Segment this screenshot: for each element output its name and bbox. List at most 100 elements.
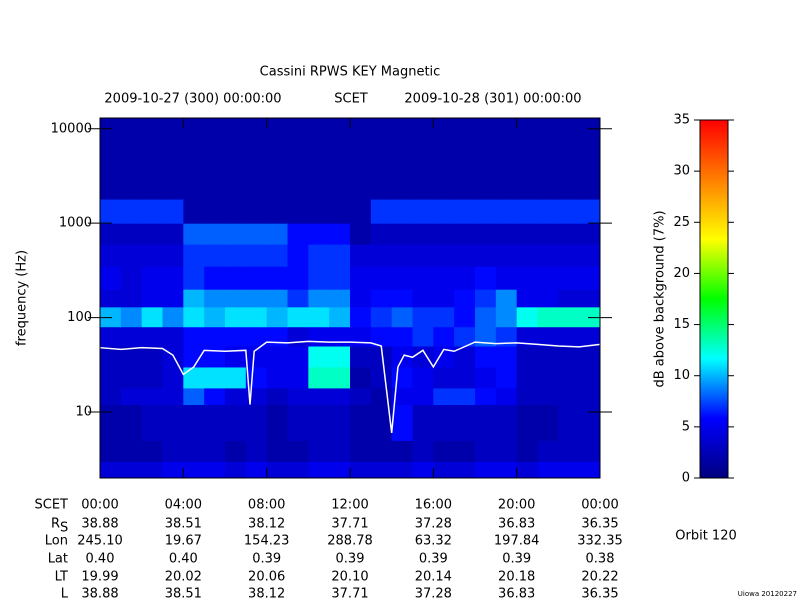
spectrogram-cell — [162, 199, 184, 224]
spectrogram-cell — [204, 440, 226, 462]
spectrogram-cell — [287, 404, 309, 441]
spectrogram-cell — [537, 306, 559, 328]
spectrogram-cell — [120, 346, 143, 368]
ephemeris-value: 20.02 — [165, 570, 202, 585]
spectrogram-cell — [495, 346, 518, 368]
ephemeris-label: Lat — [48, 552, 68, 567]
spectrogram-cell — [141, 289, 163, 308]
spectrogram-cell — [287, 266, 309, 290]
spectrogram-cell — [308, 306, 330, 328]
spectrogram-cell — [225, 404, 247, 441]
spectrogram-cell — [537, 346, 559, 368]
spectrogram-cell — [495, 326, 518, 347]
spectrogram-cell — [475, 223, 497, 245]
spectrogram-cell — [225, 387, 247, 406]
spectrogram-cell — [495, 387, 518, 406]
spectrogram-cell — [204, 199, 226, 224]
spectrogram-cell — [204, 326, 226, 347]
spectrogram-cell — [433, 387, 455, 406]
spectrogram-cell — [225, 461, 247, 479]
spectrogram-cell — [433, 326, 455, 347]
spectrogram-cell — [391, 289, 413, 308]
spectrogram-cell — [516, 244, 538, 267]
spectrogram-cell — [579, 306, 601, 328]
spectrogram-cell — [433, 289, 455, 308]
spectrogram-cell — [287, 366, 309, 389]
spectrogram-cell — [245, 199, 268, 224]
spectrogram-cell — [412, 440, 434, 462]
spectrogram-cell — [412, 266, 434, 290]
spectrogram-cell — [433, 440, 455, 462]
spectrogram-cell — [204, 346, 226, 368]
spectrogram-cell — [412, 366, 434, 389]
ephemeris-value: 197.84 — [494, 534, 540, 549]
spectrogram-cell — [204, 461, 226, 479]
spectrogram-cell — [120, 244, 143, 267]
spectrogram-cell — [454, 366, 476, 389]
spectrogram-cell — [537, 223, 559, 245]
ephemeris-value: 0.39 — [502, 552, 531, 567]
ephemeris-value: 19.67 — [165, 534, 202, 549]
spectrogram-cell — [287, 289, 309, 308]
ephemeris-value: 38.88 — [81, 587, 118, 600]
spectrogram-cell — [141, 306, 163, 328]
spectrogram-cell — [204, 118, 226, 200]
spectrogram-cell — [516, 346, 538, 368]
spectrogram-cell — [537, 404, 559, 441]
ephemeris-value: 38.12 — [248, 517, 285, 532]
spectrogram-cell — [475, 289, 497, 308]
spectrogram-cell — [183, 289, 205, 308]
spectrogram-cell — [204, 244, 226, 267]
spectrogram-cell — [350, 366, 372, 389]
spectrogram-cell — [245, 326, 268, 347]
spectrogram-cell — [308, 461, 330, 479]
spectrogram-cell — [433, 306, 455, 328]
spectrogram-cell — [350, 326, 372, 347]
ephemeris-value: 37.28 — [415, 587, 452, 600]
y-tick-label: 10 — [75, 405, 92, 420]
spectrogram-cell — [100, 244, 122, 267]
colorbar-tick-label: 25 — [673, 215, 690, 230]
spectrogram-cell — [433, 404, 455, 441]
spectrogram-cell — [537, 366, 559, 389]
spectrogram-cell — [120, 306, 143, 328]
spectrogram-cell — [141, 244, 163, 267]
spectrogram-cell — [475, 244, 497, 267]
spectrogram-cell — [475, 266, 497, 290]
spectrogram-cell — [308, 118, 330, 200]
spectrogram-cell — [412, 118, 434, 200]
spectrogram-cell — [141, 440, 163, 462]
spectrogram-cell — [475, 404, 497, 441]
spectrogram-cell — [412, 346, 434, 368]
spectrogram-cell — [183, 440, 205, 462]
spectrogram-cell — [308, 440, 330, 462]
spectrogram-cell — [183, 461, 205, 479]
spectrogram-cell — [204, 366, 226, 389]
spectrogram-cell — [558, 244, 580, 267]
spectrogram-cell — [329, 366, 351, 389]
spectrogram-cell — [579, 326, 601, 347]
spectrogram-cell — [245, 461, 268, 479]
orbit-label: Orbit 120 — [675, 529, 736, 544]
spectrogram-cell — [329, 387, 351, 406]
ephemeris-value: 288.78 — [327, 534, 373, 549]
ephemeris-value: 20.18 — [498, 570, 535, 585]
spectrogram-cell — [141, 223, 163, 245]
spectrogram-cell — [266, 118, 288, 200]
y-tick-label: 100 — [67, 310, 92, 325]
ephemeris-value: 0.39 — [336, 552, 365, 567]
spectrogram-cell — [412, 306, 434, 328]
spectrogram-cell — [100, 266, 122, 290]
spectrogram-cell — [454, 266, 476, 290]
spectrogram-cell — [433, 266, 455, 290]
spectrogram-cell — [537, 266, 559, 290]
spectrogram-cell — [245, 289, 268, 308]
spectrogram-cell — [579, 440, 601, 462]
spectrogram-cell — [245, 404, 268, 441]
spectrogram-cell — [308, 289, 330, 308]
spectrogram-cell — [433, 366, 455, 389]
spectrogram-cell — [537, 118, 559, 200]
spectrogram-cell — [225, 346, 247, 368]
spectrogram-cell — [266, 461, 288, 479]
ephemeris-value: 36.35 — [581, 517, 618, 532]
